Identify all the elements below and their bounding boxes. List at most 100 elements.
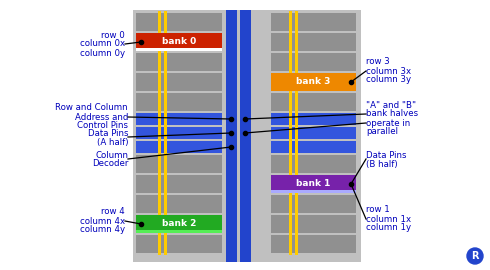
Bar <box>240 10 251 262</box>
Text: Control Pins: Control Pins <box>77 122 128 130</box>
Bar <box>164 125 167 141</box>
Bar <box>271 127 356 139</box>
Bar <box>289 31 292 53</box>
Bar <box>136 141 222 153</box>
Bar <box>289 233 292 255</box>
Bar <box>271 73 356 91</box>
Bar <box>158 193 161 215</box>
Text: column 1y: column 1y <box>366 224 411 232</box>
Text: Address and: Address and <box>74 113 128 122</box>
Bar <box>295 173 298 195</box>
Text: Row and Column: Row and Column <box>55 103 128 113</box>
Bar <box>164 139 167 155</box>
Bar <box>289 51 292 73</box>
Bar <box>136 33 222 51</box>
Bar <box>271 175 356 193</box>
Bar <box>164 31 167 53</box>
Bar <box>289 71 292 93</box>
Bar <box>158 111 161 127</box>
Bar <box>295 31 298 53</box>
Bar <box>295 51 298 73</box>
Text: row 3: row 3 <box>366 58 390 66</box>
Bar <box>158 51 161 73</box>
Circle shape <box>467 248 483 264</box>
Text: column 0x: column 0x <box>80 39 125 49</box>
Bar <box>136 48 222 51</box>
Text: column 0y: column 0y <box>80 49 125 58</box>
Text: column 1x: column 1x <box>366 214 411 224</box>
Bar <box>136 113 222 125</box>
Text: column 4x: column 4x <box>80 217 125 225</box>
Bar <box>289 125 292 141</box>
Bar <box>136 53 222 71</box>
Bar <box>271 13 356 31</box>
Bar <box>164 51 167 73</box>
Bar <box>164 173 167 195</box>
Bar <box>133 10 361 262</box>
Bar <box>136 33 222 51</box>
Bar <box>164 71 167 93</box>
Bar <box>136 127 222 139</box>
Bar <box>226 10 237 262</box>
Bar <box>136 73 222 91</box>
Bar <box>289 139 292 155</box>
Text: row 1: row 1 <box>366 205 390 214</box>
Bar <box>271 33 356 51</box>
Bar <box>289 111 292 127</box>
Text: column 3y: column 3y <box>366 76 411 85</box>
Text: row 0: row 0 <box>101 31 125 39</box>
Bar <box>158 139 161 155</box>
Text: Decoder: Decoder <box>92 160 128 168</box>
Bar <box>158 233 161 255</box>
Bar <box>295 111 298 127</box>
Bar <box>158 213 161 235</box>
Text: bank 1: bank 1 <box>296 180 331 188</box>
Text: column 4y: column 4y <box>80 225 125 235</box>
Bar <box>289 11 292 33</box>
Bar <box>271 190 356 193</box>
Bar <box>295 193 298 215</box>
Bar <box>271 93 356 111</box>
Text: Data Pins: Data Pins <box>88 129 128 137</box>
Bar <box>271 113 356 125</box>
Bar <box>136 155 222 173</box>
Text: parallel: parallel <box>366 127 398 137</box>
Bar <box>164 11 167 33</box>
Bar <box>158 91 161 113</box>
Bar <box>158 125 161 141</box>
Bar <box>295 139 298 155</box>
Bar <box>164 91 167 113</box>
Text: "A" and "B": "A" and "B" <box>366 100 416 110</box>
Bar <box>289 91 292 113</box>
Bar <box>136 195 222 213</box>
Text: bank halves: bank halves <box>366 110 418 119</box>
Bar <box>136 93 222 111</box>
Bar <box>271 141 356 153</box>
Bar <box>271 155 356 173</box>
Bar <box>295 71 298 93</box>
Bar <box>295 213 298 235</box>
Bar <box>164 213 167 235</box>
Bar <box>136 215 222 233</box>
Bar <box>289 153 292 175</box>
Bar <box>136 175 222 193</box>
Bar <box>158 11 161 33</box>
Text: R: R <box>471 251 479 261</box>
Text: bank 2: bank 2 <box>162 220 196 228</box>
Bar <box>271 73 356 91</box>
Bar <box>136 215 222 233</box>
Bar <box>271 235 356 253</box>
Bar <box>295 153 298 175</box>
Bar <box>136 235 222 253</box>
Text: operate in: operate in <box>366 119 410 127</box>
Text: column 3x: column 3x <box>366 66 411 76</box>
Text: (A half): (A half) <box>97 137 128 147</box>
Bar <box>136 230 222 233</box>
Bar <box>164 153 167 175</box>
Text: bank 0: bank 0 <box>162 38 196 46</box>
Text: bank 3: bank 3 <box>296 77 331 86</box>
Bar <box>164 193 167 215</box>
Text: Column: Column <box>95 150 128 160</box>
Bar <box>271 53 356 71</box>
Bar <box>164 233 167 255</box>
